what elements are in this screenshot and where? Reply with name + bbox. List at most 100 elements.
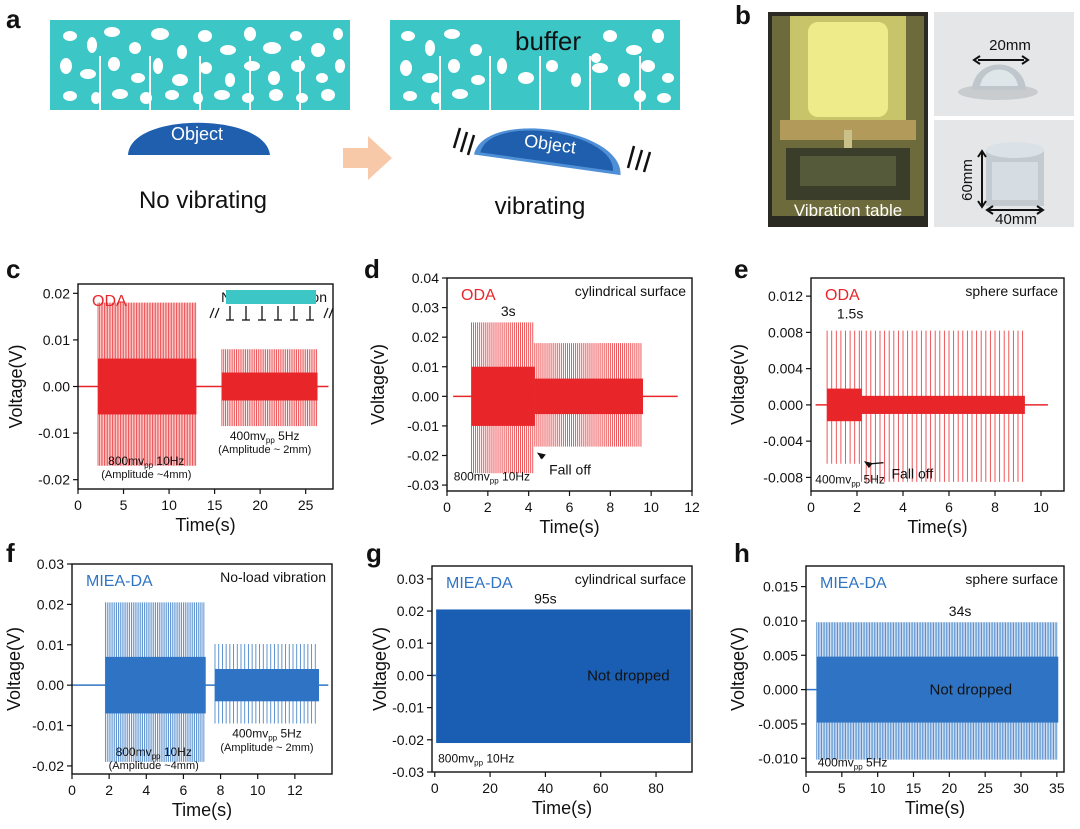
excitation-subscript: pp: [490, 477, 499, 486]
x-tick-label: 30: [1013, 780, 1029, 796]
falloff-label: Fall off: [892, 466, 934, 482]
condition-annotation: cylindrical surface: [575, 571, 686, 587]
y-axis-title: Voltage(v): [728, 344, 748, 425]
y-tick-label: -0.02: [392, 732, 424, 748]
y-axis-title: Voltage(V): [370, 627, 390, 711]
chart-c: c 0 5 10 15 20 25 -0.02 -0.01 0.00 0.01 0.02 Time(s)…: [6, 254, 334, 535]
plot-frame: [805, 565, 1065, 773]
falloff-arrowhead-icon: [536, 452, 546, 460]
material-label: MIEA-DA: [820, 575, 887, 592]
excitation-note: 400mvpp 5Hz: [818, 756, 888, 772]
excitation-note: 400mvpp 5Hz: [232, 727, 302, 743]
excitation-value: 400mv: [230, 429, 266, 443]
y-tick-label: -0.01: [38, 425, 70, 441]
excitation-frequency: 10Hz: [161, 745, 192, 759]
excitation-note: 400mvpp 5Hz: [230, 429, 300, 445]
y-tick-label: -0.03: [392, 764, 424, 780]
duration-label: 3s: [501, 303, 516, 319]
buffer-block-right: buffer: [390, 20, 680, 110]
panel-letter-b: b: [735, 0, 751, 30]
y-axis-title: Voltage(V): [4, 627, 24, 711]
x-tick-label: 0: [68, 782, 76, 798]
excitation-value: 800mv: [438, 751, 474, 765]
y-tick-label: -0.005: [758, 716, 798, 732]
y-tick-label: 0.00: [397, 667, 424, 683]
x-tick-label: 4: [142, 782, 150, 798]
y-tick-label: 0.02: [397, 603, 424, 619]
sphere-sample-photo: 20mm: [934, 12, 1074, 116]
x-tick-label: 35: [1049, 780, 1065, 796]
excitation-subscript: pp: [266, 436, 275, 445]
amplitude-note: (Amplitude ~4mm): [109, 760, 199, 772]
excitation-frequency: 5Hz: [275, 429, 300, 443]
y-tick-label: 0.03: [397, 571, 424, 587]
excitation-note: 800mvpp 10Hz: [108, 454, 184, 470]
material-label: MIEA-DA: [86, 573, 153, 590]
x-axis-title: Time(s): [907, 517, 967, 537]
y-tick-label: 0.04: [412, 270, 439, 286]
x-axis-title: Time(s): [539, 517, 599, 537]
caption-no-vibrating: No vibrating: [139, 187, 267, 214]
y-tick-label: -0.010: [758, 750, 798, 766]
x-tick-label: 0: [807, 499, 815, 515]
excitation-frequency: 5Hz: [860, 473, 885, 487]
excitation-value: 400mv: [232, 727, 268, 741]
excitation-subscript: pp: [268, 734, 277, 743]
y-tick-label: 0.01: [37, 637, 64, 653]
excitation-subscript: pp: [851, 480, 860, 489]
signal-series-d: [453, 322, 678, 474]
excitation-note: 800mvpp 10Hz: [438, 751, 514, 767]
object-label-left: Object: [171, 124, 223, 144]
amplitude-note: (Amplitude ~4mm): [101, 469, 191, 481]
y-tick-label: -0.01: [407, 418, 439, 434]
y-tick-label: 0.010: [763, 613, 798, 629]
inset-buffer-bar: [226, 290, 316, 304]
signal-series-h: [806, 622, 1059, 760]
x-tick-label: 5: [120, 497, 128, 513]
y-tick-label: 0.01: [43, 332, 70, 348]
signal-core: [816, 656, 1059, 723]
y-tick-label: -0.004: [763, 433, 803, 449]
object-right: Object: [473, 128, 621, 176]
excitation-frequency: 5Hz: [277, 727, 302, 741]
buffer-block-left: [50, 20, 350, 110]
amplitude-note: (Amplitude ~ 2mm): [220, 742, 313, 754]
panel-letter-a: a: [6, 4, 21, 34]
chart-f: f 0 2 4 6 8 10 12 -0.02 -0.01 0.00 0.01 0.02 0.03 Time…: [4, 538, 333, 820]
x-tick-label: 6: [180, 782, 188, 798]
vibration-lines-right-icon: [626, 145, 652, 173]
x-tick-label: 5: [838, 780, 846, 796]
x-tick-label: 10: [1033, 499, 1049, 515]
chart-d: d 0 2 4 6 8 10 12 -0.03 -0.02 -0.01 0.00 0.01 0.02 0.0…: [364, 254, 700, 537]
y-tick-label: -0.02: [38, 472, 70, 488]
y-tick-label: 0.008: [768, 324, 803, 340]
x-tick-label: 8: [606, 499, 614, 515]
inset-vib-mark: [214, 307, 220, 319]
x-tick-label: 0: [802, 780, 810, 796]
chart-h: h 0 5 10 15 20 25 30 35 -0.010 -0.005 0.000 0.005 0.0…: [728, 538, 1065, 818]
y-tick-label: -0.008: [763, 469, 803, 485]
duration-label: 34s: [949, 603, 972, 619]
x-tick-label: 40: [538, 780, 554, 796]
y-tick-label: -0.02: [32, 758, 64, 774]
x-tick-label: 4: [525, 499, 533, 515]
panel-letter-e: e: [734, 254, 748, 284]
panel-letter-f: f: [6, 538, 15, 568]
excitation-subscript: pp: [474, 758, 483, 767]
excitation-note: 400mvpp 5Hz: [815, 473, 885, 489]
material-label: ODA: [825, 287, 860, 304]
amplitude-note: (Amplitude ~ 2mm): [218, 444, 311, 456]
excitation-value: 400mv: [818, 756, 854, 770]
panel-letter-d: d: [364, 254, 380, 284]
signal-core: [105, 656, 206, 714]
x-axis-title: Time(s): [175, 515, 235, 535]
excitation-value: 800mv: [116, 745, 152, 759]
x-axis-title: Time(s): [172, 800, 232, 820]
x-tick-label: 10: [643, 499, 659, 515]
y-tick-label: 0.000: [763, 682, 798, 698]
signal-core: [98, 358, 197, 415]
x-tick-label: 6: [566, 499, 574, 515]
condition-annotation: cylindrical surface: [575, 283, 686, 299]
signal-core: [827, 388, 862, 422]
